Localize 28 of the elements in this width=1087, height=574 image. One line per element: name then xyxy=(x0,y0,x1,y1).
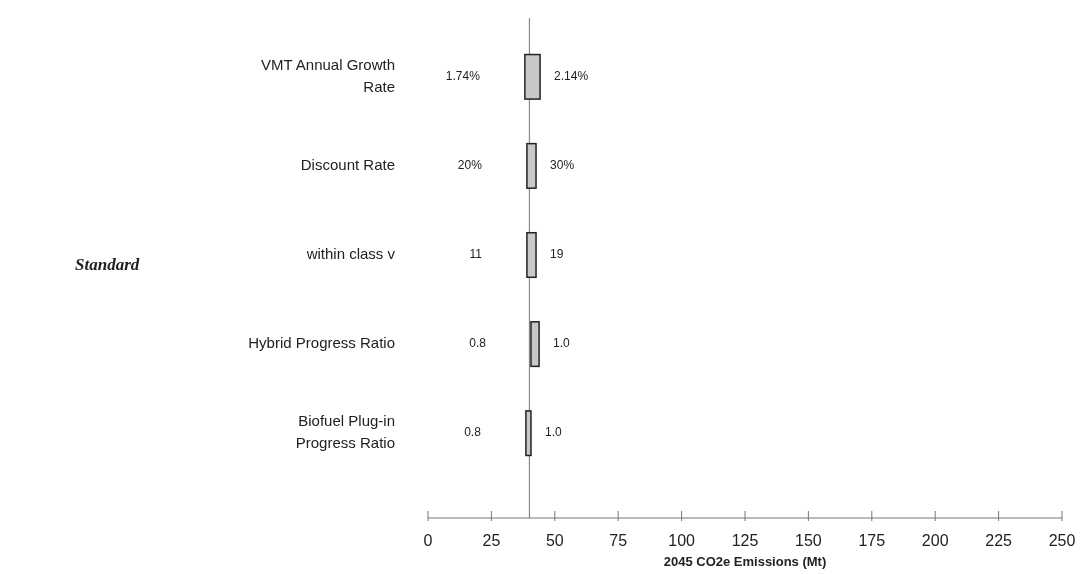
annotation: 0.8 xyxy=(464,425,482,440)
y-tick-label: VMT Annual Growth Rate xyxy=(261,55,395,95)
y-tick-label: Discount Rate xyxy=(300,155,395,173)
x-tick-label: 25 xyxy=(482,532,501,549)
x-tick-label: 250 xyxy=(1048,532,1076,549)
annotation: 11 xyxy=(469,247,483,262)
x-tick-label: 225 xyxy=(985,532,1013,549)
x-axis-title: 2045 CO2e Emissions (Mt) xyxy=(663,554,827,569)
annotation: 1.74% xyxy=(445,68,481,83)
y-tick-label: within class v xyxy=(305,244,396,262)
x-tick-label: 200 xyxy=(921,532,949,549)
annotation: 0.8 xyxy=(469,336,487,351)
x-tick-label: 75 xyxy=(609,532,628,549)
x-tick-label: 175 xyxy=(858,532,886,549)
x-tick-label: 50 xyxy=(545,532,564,549)
x-tick-label: 0 xyxy=(423,532,433,549)
annotation: 30% xyxy=(550,158,575,173)
annotation: 2.14% xyxy=(554,68,589,83)
annotation: 1.0 xyxy=(544,425,562,440)
text: Standard xyxy=(75,255,140,274)
x-tick-label: 150 xyxy=(795,532,822,549)
annotation: 20% xyxy=(457,158,483,173)
annotation: 19 xyxy=(550,247,564,262)
y-tick-label: Biofuel Plug-in Progress Ratio xyxy=(295,412,395,452)
annotation: 1.0 xyxy=(553,336,571,351)
x-tick-label: 100 xyxy=(668,532,696,549)
x-tick-label: 125 xyxy=(731,532,759,549)
y-tick-label: Hybrid Progress Ratio xyxy=(248,334,395,352)
